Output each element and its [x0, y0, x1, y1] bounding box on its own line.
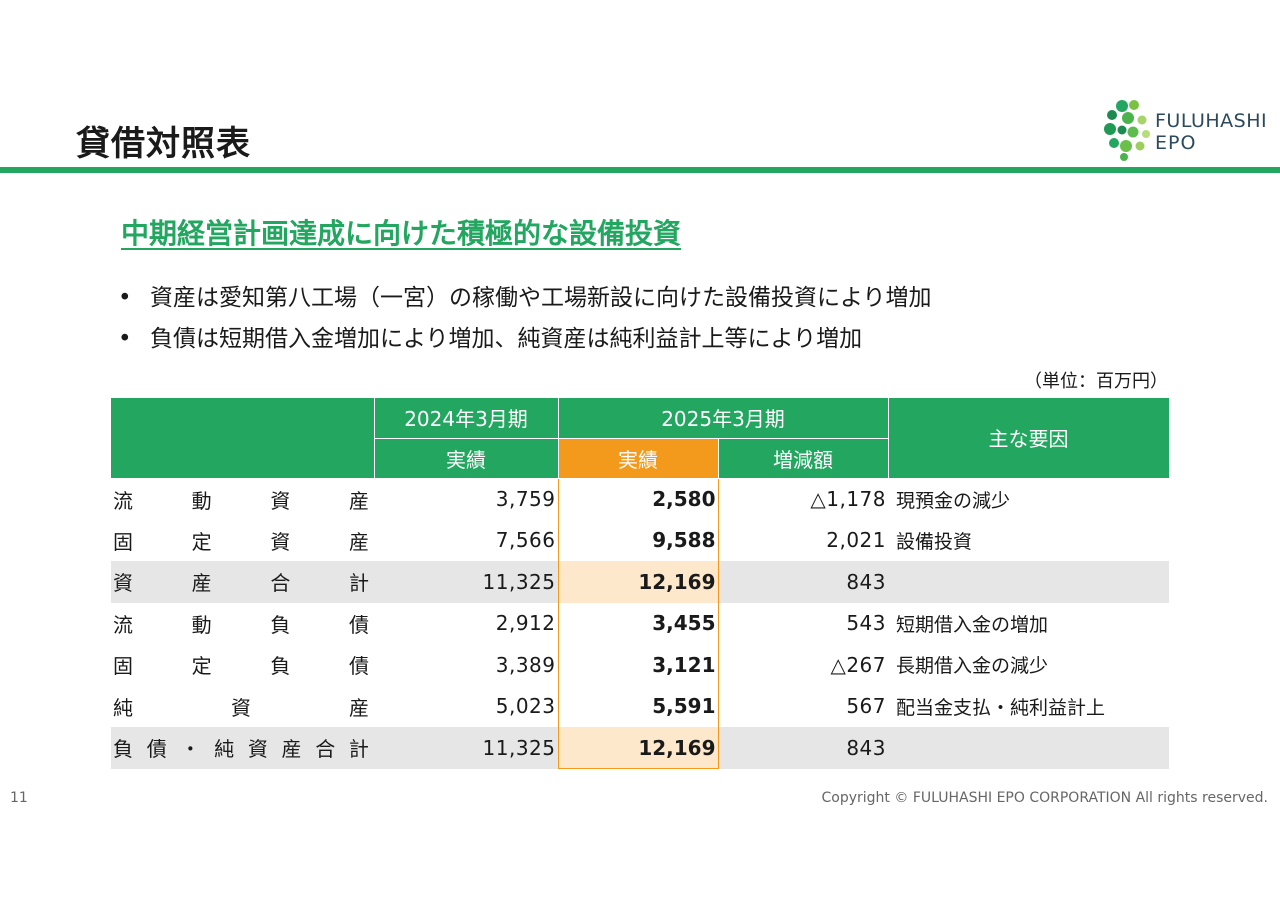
change-cell: 567	[846, 694, 886, 719]
table-row: 資 産 合 計 11,325 12,169 843	[111, 561, 1169, 603]
change-cell: △1,178	[810, 487, 886, 511]
row-label-char: 定	[191, 529, 212, 554]
unit-note: （単位：百万円）	[1024, 371, 1168, 392]
cur-actual-cell: 5,591	[557, 685, 719, 727]
table-row: 流 動 負 債 2,912 3,455 543 短期借入金の増加	[111, 602, 1169, 645]
bullet-item: • 資産は愛知第八工場（一宮）の稼働や工場新設に向けた設備投資により増加	[118, 282, 932, 314]
row-label-char: 純	[113, 695, 133, 720]
logo-text-fuluhashi: FULUHASHI	[1155, 110, 1268, 132]
bullet-marker: •	[118, 326, 132, 352]
row-label: 負債・純資産合計	[111, 727, 374, 769]
header-cur-period: 2025年3月期	[558, 398, 889, 439]
row-label-char: 債	[348, 654, 369, 679]
table-row: 純 資 産 5,023 5,591 567 配当金支払・純利益計上	[111, 685, 1169, 728]
logo-mark-icon	[1104, 100, 1150, 161]
factor-cell: 短期借入金の増加	[896, 613, 1049, 636]
cur-actual-cell: 12,169	[557, 561, 719, 603]
row-label-char: 資	[247, 737, 268, 762]
row-label-char: 債	[348, 612, 369, 637]
factor-cell: 設備投資	[896, 530, 973, 553]
row-label-char: 負	[113, 737, 133, 762]
cur-actual-cell: 2,580	[557, 478, 719, 520]
row-label-char: 合	[270, 571, 291, 596]
row-label-char: 計	[348, 737, 369, 762]
row-label-char: 負	[270, 612, 291, 637]
factor-cell	[888, 727, 1169, 769]
row-label: 純資産	[111, 686, 374, 728]
row-label-char: 動	[191, 488, 212, 513]
row-label: 固定資産	[111, 520, 374, 562]
row-label-char: 負	[270, 654, 291, 679]
header-factors: 主な要因	[888, 398, 1170, 479]
cur-actual-cell: 3,121	[557, 644, 719, 686]
bullet-list: • 資産は愛知第八工場（一宮）の稼働や工場新設に向けた設備投資により増加 • 負…	[118, 282, 932, 364]
change-cell: △267	[830, 652, 886, 677]
row-label-char: 資	[270, 529, 291, 554]
row-label-char: ・	[180, 737, 201, 762]
table-row: 負債・純資産合計 11,325 12,169 843	[111, 727, 1169, 769]
table-row: 固 定 資 産 7,566 9,588 2,021 設備投資	[111, 519, 1169, 562]
title-divider	[0, 167, 1280, 173]
bullet-text: 負債は短期借入金増加により増加、純資産は純利益計上等により増加	[150, 326, 863, 352]
page-number: 11	[10, 790, 28, 806]
prev-actual-cell: 3,389	[495, 652, 556, 677]
bullet-text: 資産は愛知第八工場（一宮）の稼働や工場新設に向けた設備投資により増加	[150, 285, 932, 311]
factor-cell: 配当金支払・純利益計上	[896, 696, 1106, 719]
row-label-char: 産	[349, 695, 369, 720]
header-cur-actual: 実績	[558, 438, 719, 479]
factor-cell: 現預金の減少	[896, 489, 1011, 512]
prev-actual-cell: 7,566	[495, 528, 556, 553]
row-label-char: 流	[113, 488, 133, 513]
row-label-char: 流	[113, 612, 133, 637]
row-label-char: 定	[191, 654, 212, 679]
bullet-marker: •	[118, 285, 132, 311]
logo-text-epo: EPO	[1155, 132, 1197, 154]
balance-sheet-table: 2024年3月期 2025年3月期 主な要因 実績 実績 増減額 流動資産 3,7…	[111, 398, 1170, 769]
row-label-char: 資	[113, 571, 133, 596]
row-label-char: 資	[231, 695, 251, 720]
change-cell: 843	[718, 561, 888, 603]
cur-actual-cell: 9,588	[557, 519, 719, 561]
row-label-char: 計	[348, 571, 369, 596]
header-prev-period: 2024年3月期	[374, 398, 559, 439]
cur-actual-cell: 12,169	[557, 727, 719, 769]
row-label: 流動資産	[111, 478, 374, 520]
row-label-char: 固	[113, 529, 133, 554]
row-label-char: 産	[281, 737, 302, 762]
row-label: 流動負債	[111, 603, 374, 645]
prev-actual-cell: 5,023	[495, 694, 556, 719]
subtitle: 中期経営計画達成に向けた積極的な設備投資	[121, 217, 682, 250]
change-cell: 543	[846, 611, 886, 636]
row-label-char: 資	[270, 488, 291, 513]
cur-actual-cell: 3,455	[557, 602, 719, 644]
row-label-char: 産	[348, 488, 369, 513]
row-label: 固定負債	[111, 644, 374, 686]
factor-cell	[888, 561, 1169, 603]
table-row: 流 動 資 産 3,759 2,580 △1,178 現預金の減少	[111, 478, 1169, 520]
header-prev-actual: 実績	[374, 438, 559, 479]
bullet-item: • 負債は短期借入金増加により増加、純資産は純利益計上等により増加	[118, 323, 932, 355]
page-title: 貸借対照表	[76, 124, 251, 164]
table-body: 流動資産 3,759 2,580 △1,178 現預金の減少固定資産 7,566 9,588…	[111, 478, 1169, 769]
prev-actual-cell: 11,325	[374, 561, 558, 603]
row-label-char: 動	[191, 612, 212, 637]
copyright: Copyright © FULUHASHI EPO CORPORATION Al…	[821, 790, 1268, 806]
header-blank	[111, 398, 375, 479]
prev-actual-cell: 2,912	[495, 611, 556, 636]
row-label: 資産合計	[111, 561, 374, 603]
row-label-char: 債	[146, 737, 167, 762]
row-label-char: 固	[113, 654, 133, 679]
header-change: 増減額	[718, 438, 889, 479]
factor-cell: 長期借入金の減少	[896, 655, 1049, 678]
company-logo: FULUHASHI EPO	[1100, 98, 1268, 162]
row-label-char: 産	[348, 529, 369, 554]
prev-actual-cell: 11,325	[374, 727, 558, 769]
row-label-char: 産	[191, 571, 212, 596]
change-cell: 2,021	[826, 528, 886, 553]
table-row: 固 定 負 債 3,389 3,121 △267 長期借入金の減少	[111, 644, 1169, 686]
row-label-char: 合	[315, 737, 336, 762]
row-label-char: 純	[214, 737, 235, 762]
prev-actual-cell: 3,759	[495, 487, 556, 511]
change-cell: 843	[718, 727, 888, 769]
